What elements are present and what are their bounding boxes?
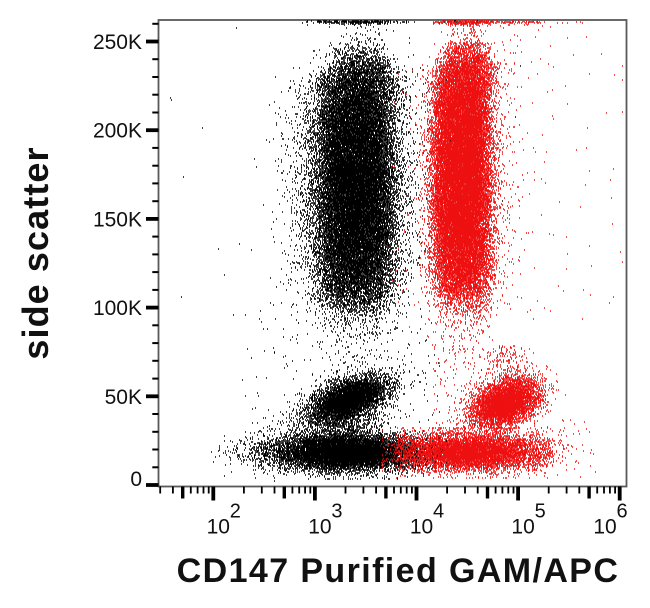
svg-text:2: 2: [230, 501, 241, 523]
svg-text:10: 10: [207, 516, 230, 539]
svg-text:250K: 250K: [93, 31, 142, 54]
svg-text:10: 10: [511, 516, 534, 539]
svg-text:10: 10: [410, 516, 433, 539]
svg-text:50K: 50K: [105, 386, 142, 409]
svg-text:4: 4: [433, 501, 444, 523]
svg-text:6: 6: [617, 501, 628, 523]
svg-text:CD147 Purified GAM/APC: CD147 Purified GAM/APC: [177, 552, 620, 590]
svg-text:3: 3: [331, 501, 342, 523]
svg-text:100K: 100K: [93, 297, 142, 320]
svg-text:150K: 150K: [93, 208, 142, 231]
svg-text:0: 0: [130, 468, 142, 491]
svg-text:200K: 200K: [93, 120, 142, 143]
svg-text:10: 10: [308, 516, 331, 539]
svg-text:5: 5: [535, 501, 546, 523]
svg-text:10: 10: [593, 516, 616, 539]
svg-text:side scatter: side scatter: [15, 146, 56, 359]
